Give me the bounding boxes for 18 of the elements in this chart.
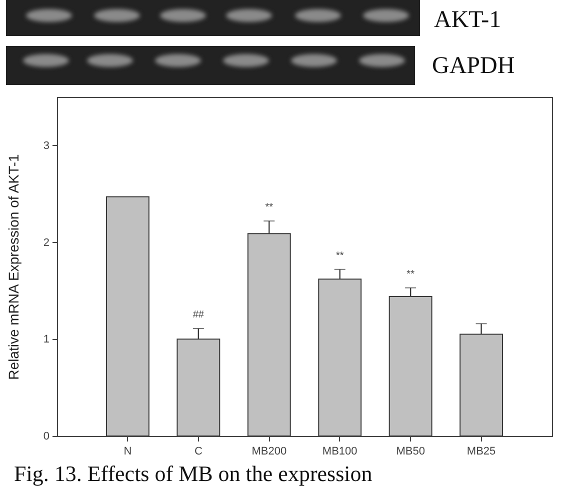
text: AKT-1 (434, 6, 502, 34)
text: GAPDH (432, 52, 515, 80)
x-tick-label: C (194, 446, 202, 458)
y-tick-label: 3 (43, 140, 50, 152)
x-tick-label: MB25 (466, 446, 496, 458)
annotation: ** (265, 202, 274, 213)
y-axis-title: Relative mRNA Expression of AKT-1 (5, 154, 22, 380)
x-tick-label: N (124, 446, 132, 458)
annotation: ** (336, 250, 344, 262)
y-tick-label: 0 (43, 430, 50, 442)
x-tick-label: MB50 (396, 446, 425, 458)
annotation: ## (192, 309, 204, 320)
annotation: ** (406, 268, 415, 280)
y-tick-label: 2 (43, 236, 50, 249)
x-tick-label: MB100 (322, 446, 358, 458)
caption: Fig. 13. Effects of MB on the expression (14, 460, 372, 487)
y-tick-label: 1 (43, 334, 50, 346)
x-tick-label: MB200 (252, 446, 287, 458)
